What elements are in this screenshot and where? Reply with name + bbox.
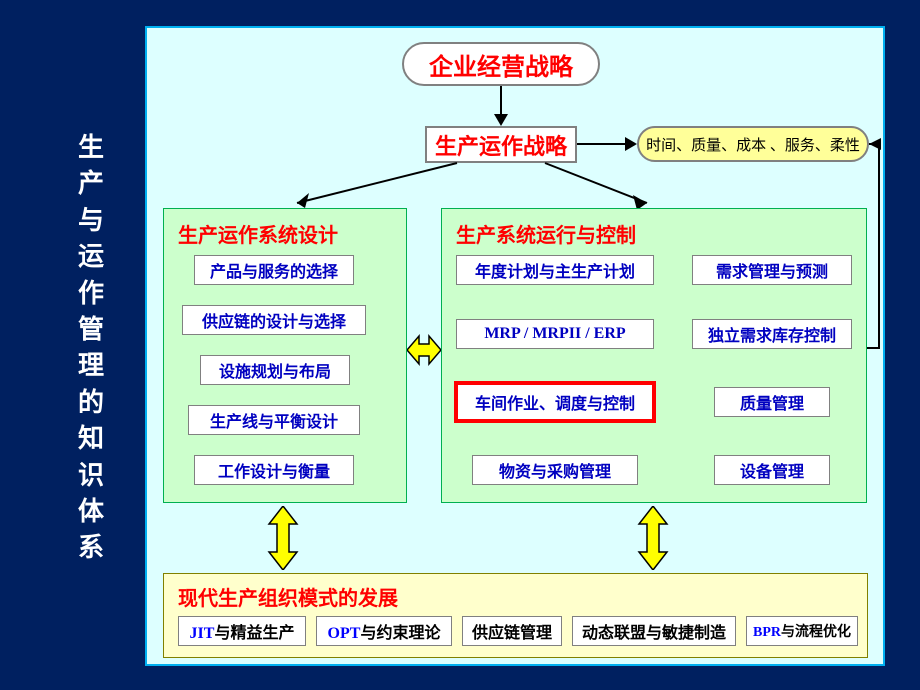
- bidir-right-bottom: [635, 506, 671, 570]
- arrow-2-3-head: [625, 137, 637, 151]
- ctrl-c1-3: 物资与采购管理: [472, 455, 638, 485]
- bidir-left-right: [407, 332, 441, 368]
- node-strategy: 企业经营战略: [402, 42, 600, 86]
- arrow-1-2: [500, 86, 502, 116]
- modern-1: OPT与约束理论: [316, 616, 452, 646]
- bidir-left-bottom: [265, 506, 301, 570]
- panel-modern-title: 现代生产组织模式的发展: [178, 582, 398, 611]
- modern-1-prefix: OPT: [328, 625, 361, 642]
- modern-0-prefix: JIT: [190, 625, 215, 642]
- vertical-title: 生产与运作管理的知识体系: [78, 130, 104, 567]
- modern-1-suffix: 与约束理论: [360, 625, 440, 642]
- modern-0: JIT与精益生产: [178, 616, 306, 646]
- arrow-2-3: [577, 143, 627, 145]
- modern-4-suffix: 与流程优化: [781, 625, 851, 640]
- modern-3-suffix: 动态联盟与敏捷制造: [582, 619, 726, 643]
- modern-2: 供应链管理: [462, 616, 562, 646]
- design-item-4: 工作设计与衡量: [194, 455, 354, 485]
- node-ops-strategy: 生产运作战略: [425, 126, 577, 163]
- panel-control-title: 生产系统运行与控制: [456, 219, 636, 248]
- panel-design: 生产运作系统设计 产品与服务的选择 供应链的设计与选择 设施规划与布局 生产线与…: [163, 208, 407, 503]
- panel-design-title: 生产运作系统设计: [178, 219, 338, 248]
- design-item-3: 生产线与平衡设计: [188, 405, 360, 435]
- node-criteria: 时间、质量、成本 、服务、柔性: [637, 126, 869, 162]
- modern-4-prefix: BPR: [753, 625, 781, 640]
- panel-control: 生产系统运行与控制 年度计划与主生产计划 MRP / MRPII / ERP 车…: [441, 208, 867, 503]
- design-item-2: 设施规划与布局: [200, 355, 350, 385]
- ctrl-c2-2: 质量管理: [714, 387, 830, 417]
- ctrl-c2-1: 独立需求库存控制: [692, 319, 852, 349]
- ctrl-c2-3: 设备管理: [714, 455, 830, 485]
- ctrl-c1-1: MRP / MRPII / ERP: [456, 319, 654, 349]
- modern-4: BPR与流程优化: [746, 616, 858, 646]
- ctrl-c2-0: 需求管理与预测: [692, 255, 852, 285]
- panel-modern: 现代生产组织模式的发展 JIT与精益生产 OPT与约束理论 供应链管理 动态联盟…: [163, 573, 868, 658]
- design-item-1: 供应链的设计与选择: [182, 305, 366, 335]
- modern-0-suffix: 与精益生产: [214, 625, 294, 642]
- diagram-canvas: 企业经营战略 生产运作战略 时间、质量、成本 、服务、柔性 生产运作系统设计 产…: [145, 26, 885, 666]
- modern-2-suffix: 供应链管理: [472, 619, 552, 643]
- arrow-1-2-head: [494, 114, 508, 126]
- ctrl-c1-2-highlight: 车间作业、调度与控制: [456, 383, 654, 421]
- modern-3: 动态联盟与敏捷制造: [572, 616, 736, 646]
- design-item-0: 产品与服务的选择: [194, 255, 354, 285]
- ctrl-c1-0: 年度计划与主生产计划: [456, 255, 654, 285]
